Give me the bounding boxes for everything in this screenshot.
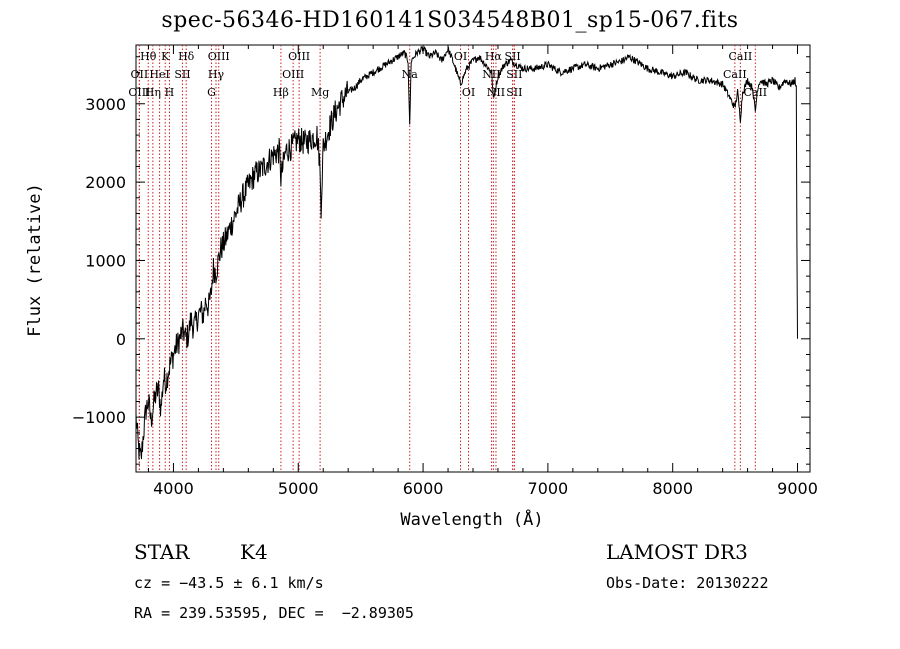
y-axis-label: Flux (relative) bbox=[25, 183, 45, 337]
line-marker-label: OIII bbox=[128, 86, 150, 99]
line-marker-label: OI bbox=[462, 86, 475, 99]
line-marker-label: Hα bbox=[485, 50, 503, 63]
line-marker-label: OIII bbox=[208, 50, 230, 63]
x-tick-label: 4000 bbox=[153, 479, 194, 498]
obs-date-text: Obs-Date: 20130222 bbox=[606, 574, 769, 592]
line-marker-label: Hγ bbox=[208, 68, 225, 81]
survey-label: LAMOST DR3 bbox=[606, 540, 748, 564]
x-axis-label: Wavelength (Å) bbox=[400, 510, 544, 530]
line-marker-label: OIII bbox=[288, 50, 310, 63]
line-marker-label: K bbox=[161, 50, 170, 63]
line-marker-label: Hθ bbox=[140, 50, 157, 63]
chart-title: spec-56346-HD160141S034548B01_sp15-067.f… bbox=[161, 8, 739, 33]
x-tick-label: 7000 bbox=[528, 479, 569, 498]
line-marker-label: CaII bbox=[743, 86, 767, 99]
line-marker-label: SII bbox=[506, 86, 522, 99]
line-marker-label: H bbox=[165, 86, 175, 99]
line-marker-label: OII bbox=[131, 68, 149, 81]
line-marker-label: CaII bbox=[723, 68, 747, 81]
x-tick-label: 9000 bbox=[777, 479, 818, 498]
x-tick-label: 6000 bbox=[403, 479, 444, 498]
line-marker-label: Hδ bbox=[178, 50, 195, 63]
line-marker-label: G bbox=[207, 86, 216, 99]
x-tick-label: 8000 bbox=[652, 479, 693, 498]
line-marker-label: Mg bbox=[311, 86, 329, 99]
line-marker-label: NII bbox=[487, 86, 505, 99]
object-class-label: STAR bbox=[134, 540, 190, 564]
redshift-text: cz = −43.5 ± 6.1 km/s bbox=[134, 574, 324, 592]
coordinates-text: RA = 239.53595, DEC = −2.89305 bbox=[134, 604, 414, 622]
line-marker-label: Hβ bbox=[273, 86, 289, 99]
line-marker-label: SII bbox=[506, 68, 522, 81]
line-marker-label: SII bbox=[174, 68, 190, 81]
line-marker-label: HeI bbox=[149, 68, 169, 81]
y-tick-label: 1000 bbox=[85, 251, 126, 270]
y-tick-label: 0 bbox=[116, 330, 126, 349]
y-tick-label: 3000 bbox=[85, 95, 126, 114]
y-tick-label: −1000 bbox=[72, 408, 126, 427]
plot-frame bbox=[135, 44, 811, 473]
spectral-subclass-label: K4 bbox=[240, 540, 268, 564]
y-tick-label: 2000 bbox=[85, 173, 126, 192]
spectrum-line bbox=[136, 45, 798, 460]
line-marker-label: OIII bbox=[282, 68, 304, 81]
line-marker-label: OI bbox=[454, 50, 467, 63]
x-tick-label: 5000 bbox=[278, 479, 319, 498]
line-marker-label: CaII bbox=[729, 50, 753, 63]
line-marker-label: Hη bbox=[145, 86, 161, 99]
line-marker-label: Na bbox=[402, 68, 419, 81]
